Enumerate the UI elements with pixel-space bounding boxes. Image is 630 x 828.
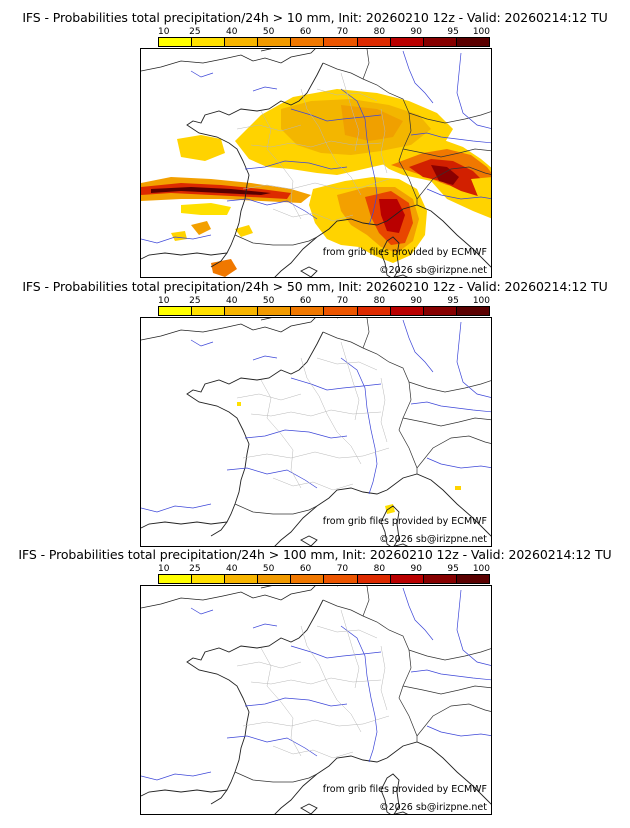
map-panel-100mm: IFS - Probabilities total precipitation/… (0, 547, 630, 815)
legend-tick-label: 50 (262, 27, 275, 37)
legend-swatch (357, 38, 391, 46)
legend-tick-label: 100 (472, 564, 490, 574)
precip-probability-field (141, 89, 491, 277)
legend-swatch (357, 307, 391, 315)
legend-tick-label: 60 (299, 564, 312, 574)
legend-ticks: 10 25 40 50 60 70 80 90 95 100 (158, 296, 490, 306)
legend-swatch (159, 307, 193, 315)
legend-tick-label: 25 (189, 564, 201, 574)
legend-swatch (291, 575, 325, 583)
legend-swatch (225, 307, 259, 315)
legend-swatch (357, 575, 391, 583)
legend-tick-label: 90 (410, 27, 422, 37)
legend-tick-label: 95 (447, 27, 459, 37)
probability-map[interactable]: from grib files provided by ECMWF ©2026 … (140, 585, 492, 815)
legend-swatch (192, 38, 226, 46)
legend-swatch (324, 575, 358, 583)
legend-tick-label: 95 (447, 296, 459, 306)
legend-swatch (324, 38, 358, 46)
legend-swatch (423, 38, 457, 46)
legend-tick-label: 40 (226, 296, 238, 306)
legend-swatch (456, 38, 489, 46)
legend-swatch (423, 575, 457, 583)
data-source-credit: from grib files provided by ECMWF (322, 247, 487, 258)
legend-tick-label: 70 (336, 564, 349, 574)
legend-tick-label: 10 (158, 296, 170, 306)
probability-map[interactable]: from grib files provided by ECMWF ©2026 … (140, 317, 492, 547)
legend-tick-label: 90 (410, 564, 422, 574)
legend-tick-label: 100 (472, 296, 490, 306)
data-source-credit: from grib files provided by ECMWF (322, 516, 487, 527)
legend-tick-label: 25 (189, 27, 201, 37)
copyright-credit: ©2026 sb@irizpne.net (379, 265, 487, 276)
legend-swatch (159, 38, 193, 46)
legend-swatch (456, 307, 489, 315)
legend-tick-label: 50 (262, 564, 275, 574)
legend-swatch (390, 307, 424, 315)
legend-swatch (192, 575, 226, 583)
legend-swatch (159, 575, 193, 583)
legend-tick-label: 80 (373, 564, 386, 574)
legend-tick-label: 70 (336, 27, 349, 37)
legend-tick-label: 10 (158, 564, 170, 574)
legend-tick-label: 25 (189, 296, 201, 306)
legend-bar (158, 574, 490, 584)
legend-swatch (324, 307, 358, 315)
legend-swatch (390, 38, 424, 46)
legend-tick-label: 50 (262, 296, 275, 306)
legend-tick-label: 95 (447, 564, 459, 574)
color-legend: 10 25 40 50 60 70 80 90 95 100 (158, 564, 490, 586)
probability-map[interactable]: from grib files provided by ECMWF ©2026 … (140, 48, 492, 278)
legend-tick-label: 60 (299, 296, 312, 306)
panel-title: IFS - Probabilities total precipitation/… (18, 547, 612, 562)
legend-tick-label: 70 (336, 296, 349, 306)
map-panel-10mm: IFS - Probabilities total precipitation/… (0, 10, 630, 278)
legend-swatch (225, 38, 259, 46)
legend-swatch (258, 575, 292, 583)
legend-tick-label: 10 (158, 27, 170, 37)
legend-ticks: 10 25 40 50 60 70 80 90 95 100 (158, 564, 490, 574)
legend-swatch (291, 307, 325, 315)
legend-tick-label: 80 (373, 27, 386, 37)
legend-tick-label: 80 (373, 296, 386, 306)
legend-bar (158, 37, 490, 47)
legend-bar (158, 306, 490, 316)
data-source-credit: from grib files provided by ECMWF (322, 784, 487, 795)
legend-swatch (192, 307, 226, 315)
legend-tick-label: 40 (226, 564, 238, 574)
legend-tick-label: 100 (472, 27, 490, 37)
map-panel-50mm: IFS - Probabilities total precipitation/… (0, 279, 630, 547)
legend-swatch (258, 38, 292, 46)
color-legend: 10 25 40 50 60 70 80 90 95 100 (158, 27, 490, 49)
legend-swatch (225, 575, 259, 583)
legend-tick-label: 90 (410, 296, 422, 306)
legend-tick-label: 40 (226, 27, 238, 37)
legend-tick-label: 60 (299, 27, 312, 37)
legend-swatch (291, 38, 325, 46)
legend-swatch (423, 307, 457, 315)
legend-ticks: 10 25 40 50 60 70 80 90 95 100 (158, 27, 490, 37)
legend-swatch (258, 307, 292, 315)
legend-swatch (456, 575, 489, 583)
panel-title: IFS - Probabilities total precipitation/… (22, 279, 608, 294)
copyright-credit: ©2026 sb@irizpne.net (379, 534, 487, 545)
color-legend: 10 25 40 50 60 70 80 90 95 100 (158, 296, 490, 318)
panel-title: IFS - Probabilities total precipitation/… (22, 10, 608, 25)
copyright-credit: ©2026 sb@irizpne.net (379, 802, 487, 813)
legend-swatch (390, 575, 424, 583)
